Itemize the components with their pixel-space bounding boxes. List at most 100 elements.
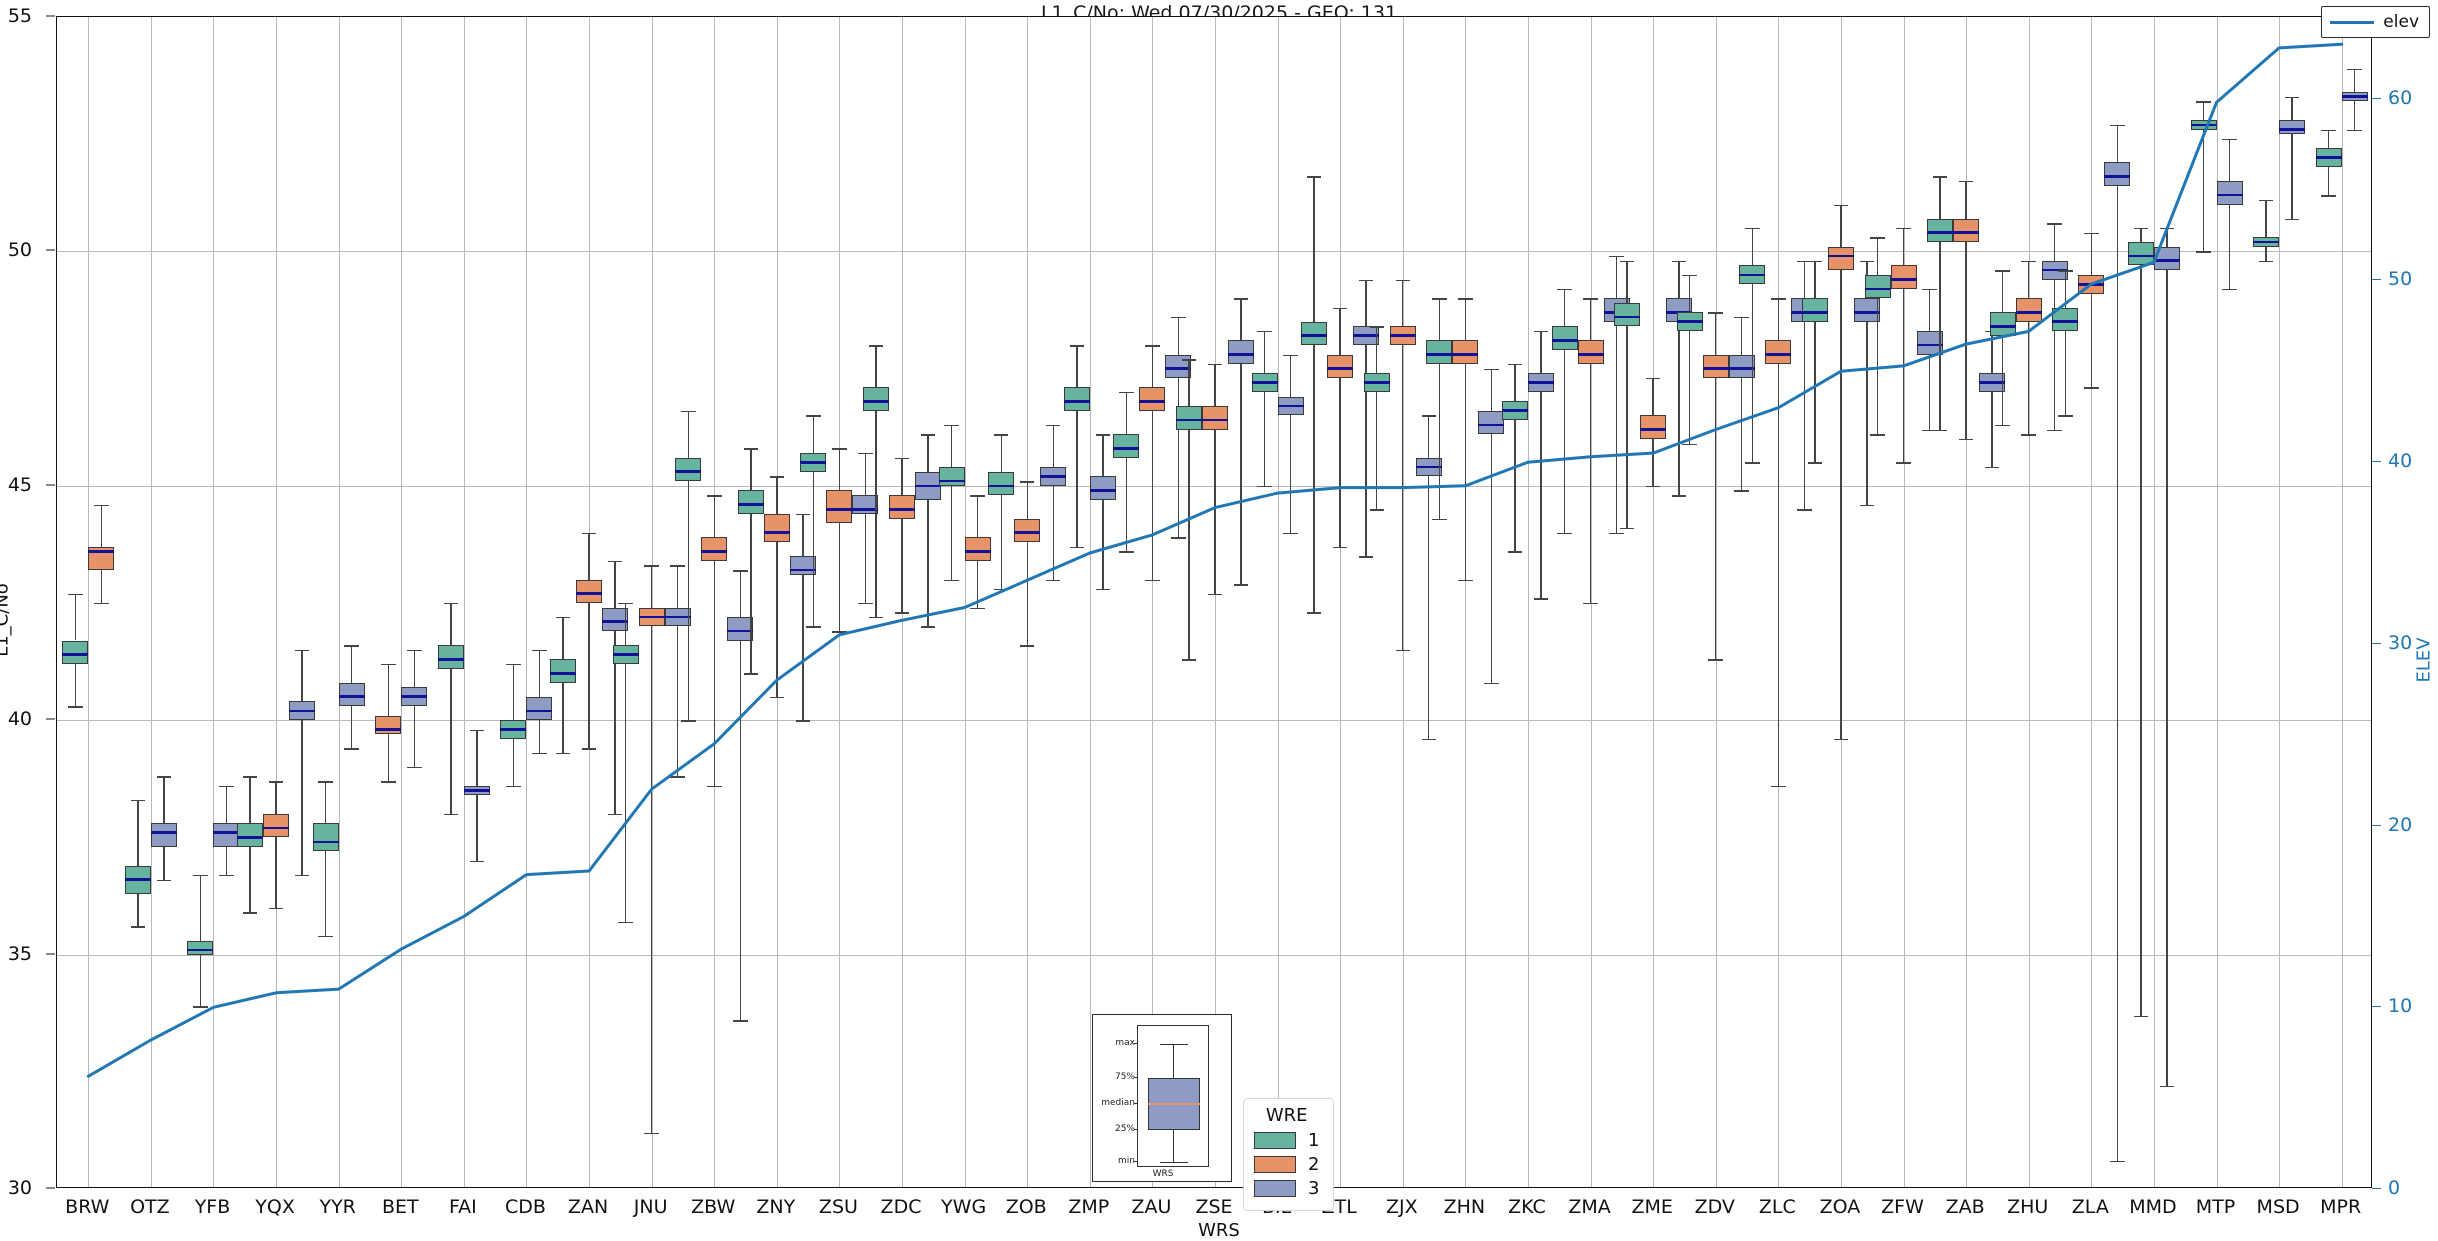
box[interactable] <box>1202 406 1228 430</box>
cap-max <box>732 570 748 572</box>
box[interactable] <box>550 659 577 683</box>
whisker-upper <box>1902 227 1905 266</box>
box[interactable] <box>701 537 728 561</box>
wre-legend-item[interactable]: 3 <box>1254 1178 1319 1199</box>
box[interactable] <box>1827 246 1854 271</box>
box[interactable] <box>1113 434 1140 458</box>
box[interactable] <box>1426 340 1453 364</box>
box[interactable] <box>2052 307 2079 332</box>
whisker-lower <box>2228 204 2231 289</box>
box[interactable] <box>1452 340 1479 364</box>
box[interactable] <box>338 682 365 707</box>
box[interactable] <box>1228 340 1254 364</box>
box[interactable] <box>1640 415 1667 439</box>
cap-min <box>868 617 884 619</box>
box[interactable] <box>2015 298 2042 322</box>
box[interactable] <box>312 823 339 852</box>
box[interactable] <box>1614 302 1641 327</box>
cap-min <box>2110 1160 2125 1163</box>
box[interactable] <box>526 696 553 721</box>
box[interactable] <box>763 513 790 543</box>
box[interactable] <box>375 715 402 735</box>
whisker-upper <box>812 415 815 453</box>
box[interactable] <box>1176 406 1202 430</box>
box[interactable] <box>1577 340 1604 364</box>
cap-min <box>806 626 821 628</box>
box[interactable] <box>826 490 853 524</box>
box[interactable] <box>675 457 702 482</box>
whisker-lower <box>1000 495 1002 589</box>
cap-min <box>1682 443 1698 445</box>
box[interactable] <box>1801 298 1828 322</box>
box[interactable] <box>1014 518 1041 543</box>
box[interactable] <box>150 823 177 847</box>
whisker-lower <box>1589 363 1592 603</box>
box[interactable] <box>1089 476 1116 500</box>
box[interactable] <box>2153 246 2180 271</box>
wre-legend-item[interactable]: 1 <box>1254 1130 1319 1151</box>
box[interactable] <box>187 940 214 955</box>
box[interactable] <box>1327 354 1354 378</box>
wre-legend-item[interactable]: 2 <box>1254 1154 1319 1175</box>
box[interactable] <box>2104 162 2131 186</box>
cap-max <box>795 513 811 516</box>
box[interactable] <box>263 813 290 838</box>
whisker-upper <box>950 424 953 468</box>
box[interactable] <box>2279 120 2306 135</box>
box[interactable] <box>938 467 965 486</box>
box[interactable] <box>1890 265 1917 289</box>
wre-legend-title: WRE <box>1265 1105 1308 1126</box>
median-line <box>437 657 464 661</box>
median-line <box>1113 446 1140 450</box>
elev-legend-line-swatch <box>2330 20 2375 24</box>
whisker-upper <box>1289 354 1292 397</box>
box[interactable] <box>1139 387 1166 411</box>
box[interactable] <box>737 490 764 514</box>
box[interactable] <box>576 579 603 603</box>
box[interactable] <box>863 387 890 411</box>
cap-max <box>2021 260 2036 263</box>
cap-min <box>1332 546 1348 549</box>
box[interactable] <box>988 471 1015 496</box>
median-line <box>213 831 240 834</box>
box[interactable] <box>1765 340 1792 364</box>
x-axis-tick-labels: BRW OTZ YFB YQX YYR BET FAI CDB ZAN JNU ZBW ZNY ZSU Z… <box>0 1196 2438 1218</box>
cap-min <box>1119 551 1134 553</box>
cap-max <box>2058 270 2073 272</box>
cap-min <box>68 706 83 708</box>
box[interactable] <box>964 537 991 561</box>
wre-legend[interactable]: WRE 1 2 3 <box>1243 1098 1335 1211</box>
box[interactable] <box>62 640 89 664</box>
box[interactable] <box>2127 242 2154 266</box>
box[interactable] <box>1551 326 1578 350</box>
median-line <box>1452 353 1479 356</box>
y-tick-mark <box>46 1187 55 1189</box>
whisker-upper <box>1589 298 1592 341</box>
median-line <box>1827 254 1854 258</box>
x-tick-label: YYR <box>319 1196 356 1218</box>
box[interactable] <box>237 823 264 847</box>
median-line <box>2279 128 2306 131</box>
whisker-upper <box>137 799 139 866</box>
elev-legend[interactable]: elev <box>2321 6 2430 38</box>
box[interactable] <box>1702 354 1729 378</box>
box[interactable] <box>1478 410 1505 435</box>
grid-line-vertical <box>1653 17 1655 1187</box>
box[interactable] <box>437 645 464 669</box>
cap-max <box>2084 232 2099 235</box>
box[interactable] <box>1989 312 2016 336</box>
whisker-upper <box>1102 434 1104 477</box>
box[interactable] <box>1864 274 1891 299</box>
whisker-lower <box>1866 321 1868 505</box>
box[interactable] <box>889 495 916 519</box>
box[interactable] <box>2216 181 2243 205</box>
x-tick-label: ZLC <box>1758 1196 1796 1218</box>
box[interactable] <box>1953 218 1980 243</box>
box[interactable] <box>1063 387 1090 411</box>
box[interactable] <box>1927 218 1954 243</box>
box[interactable] <box>213 823 240 847</box>
median-line <box>1801 311 1828 314</box>
whisker-upper <box>2028 260 2030 299</box>
box[interactable] <box>1301 321 1328 346</box>
median-line <box>289 709 316 713</box>
